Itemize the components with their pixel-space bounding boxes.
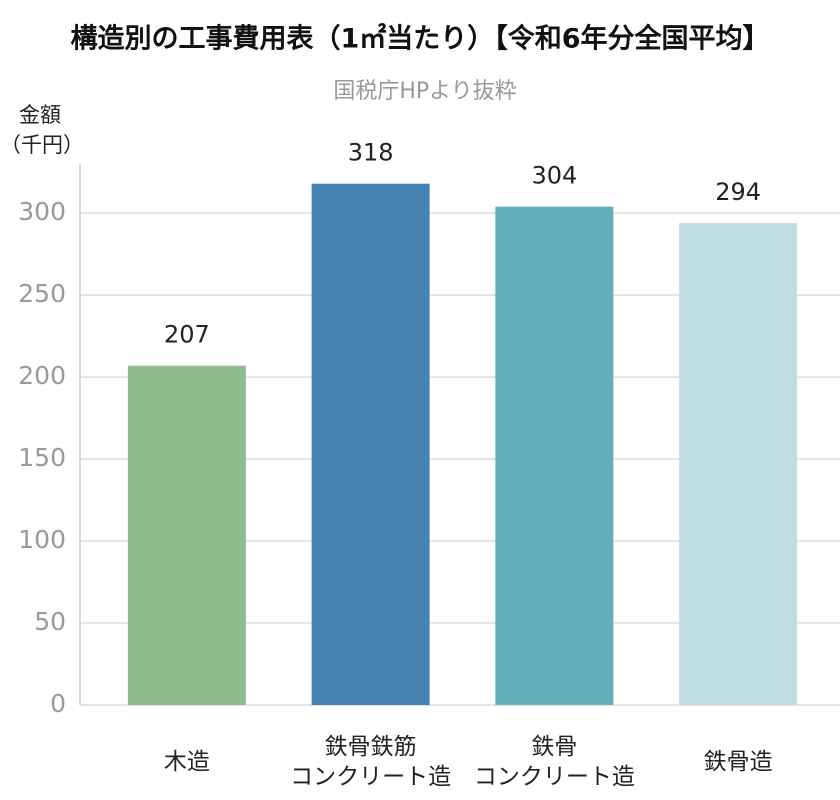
bar xyxy=(679,223,798,705)
bar xyxy=(495,206,614,705)
bar xyxy=(311,183,430,705)
value-label: 318 xyxy=(348,139,394,167)
y-axis-label: 金額 （千円） xyxy=(0,103,84,157)
value-label: 294 xyxy=(715,178,761,206)
y-tick-label: 100 xyxy=(18,525,66,554)
x-tick-label: 鉄骨鉄筋 コンクリート造 xyxy=(290,734,452,790)
value-label: 304 xyxy=(531,162,577,190)
x-tick-label: 鉄骨造 xyxy=(703,749,773,775)
x-tick-label: 木造 xyxy=(163,749,210,775)
y-tick-label: 300 xyxy=(18,197,66,226)
value-label: 207 xyxy=(164,321,210,349)
y-tick-label: 50 xyxy=(34,607,66,636)
y-tick-label: 200 xyxy=(18,361,66,390)
bar xyxy=(127,365,246,705)
chart-subtitle: 国税庁HPより抜粋 xyxy=(333,79,516,104)
x-tick-label: 鉄骨 コンクリート造 xyxy=(473,734,635,790)
chart-title: 構造別の工事費用表（1㎡当たり）【令和6年分全国平均】 xyxy=(70,23,769,55)
y-tick-label: 150 xyxy=(18,443,66,472)
y-tick-label: 250 xyxy=(18,279,66,308)
y-tick-label: 0 xyxy=(50,689,66,718)
